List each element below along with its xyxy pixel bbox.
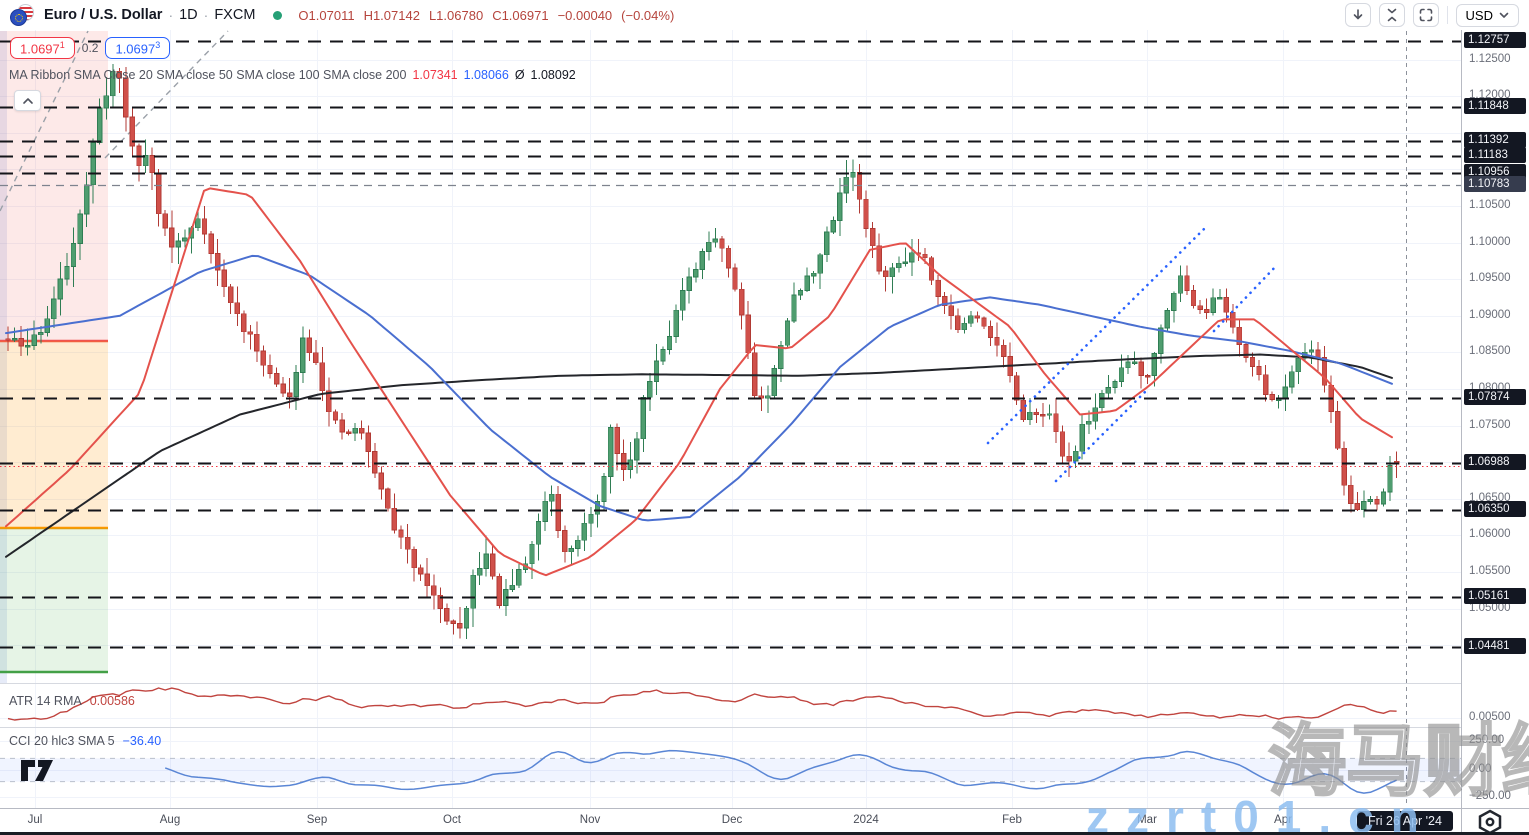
price-axis-badge: 1.06350 xyxy=(1464,501,1526,517)
bid-ask-widget: 1.06971 0.2 1.06973 xyxy=(10,37,171,60)
buy-button[interactable]: 1.06973 xyxy=(105,37,171,60)
cci-axis-label: 0.00 xyxy=(1469,763,1492,775)
atr-axis-label: 0.00500 xyxy=(1469,711,1511,723)
cci-line xyxy=(164,749,1397,794)
separator-dot: · xyxy=(168,7,174,23)
currency-label: USD xyxy=(1465,7,1493,23)
currency-dropdown[interactable]: USD xyxy=(1455,3,1519,27)
chart-header: Euro / U.S. Dollar · 1D · FXCM O1.07011 … xyxy=(0,0,1529,30)
price-axis-label: 1.09000 xyxy=(1469,309,1511,321)
ma-slow-value: 1.08066 xyxy=(463,68,509,82)
close-value: C1.06971 xyxy=(492,7,549,23)
low-value: L1.06780 xyxy=(428,7,484,23)
time-axis-month-label: Apr xyxy=(1274,814,1292,826)
levels-layer xyxy=(0,40,1461,649)
date-badge: Fri 26 Apr '24 xyxy=(1357,811,1453,831)
time-axis-month-label: 2024 xyxy=(853,814,879,826)
time-axis-month-label: Dec xyxy=(721,814,743,826)
header-divider xyxy=(1446,6,1448,24)
zones-layer xyxy=(0,31,108,683)
collapse-rows-button[interactable] xyxy=(1378,3,1405,27)
price-axis-badge: 1.10783 xyxy=(1464,176,1526,192)
price-axis-badge: 1.12757 xyxy=(1464,32,1526,48)
axis-corner[interactable] xyxy=(1461,808,1529,835)
ma-avg-value: 1.08092 xyxy=(530,68,576,82)
tradingview-logo-icon[interactable] xyxy=(18,756,56,789)
gray-diagonal-trendlines xyxy=(0,30,229,212)
ma-ribbon-label: MA Ribbon SMA Close 20 SMA close 50 SMA … xyxy=(9,68,407,82)
ma-ribbon-legend[interactable]: MA Ribbon SMA Close 20 SMA close 50 SMA … xyxy=(9,68,576,82)
price-axis-badge: 1.11848 xyxy=(1464,98,1526,114)
sma-100-line xyxy=(5,254,1393,522)
fullscreen-icon xyxy=(1419,8,1432,22)
cci-legend[interactable]: CCI 20 hlc3 SMA 5 −36.40 xyxy=(9,734,161,748)
time-axis-month-label: Nov xyxy=(579,814,601,826)
cci-axis-label: 250.00 xyxy=(1469,734,1505,746)
price-axis-badge: 1.11392 xyxy=(1464,132,1526,148)
spread-value: 0.2 xyxy=(81,41,99,56)
atr-line xyxy=(7,687,1397,721)
candles-layer xyxy=(5,64,1400,639)
price-axis[interactable]: 1.12500 1.12000 1.10500 1.10000 1.09500 1.090… xyxy=(1461,0,1529,808)
scroll-to-recent-button[interactable] xyxy=(1344,3,1371,27)
change-percent: (−0.04%) xyxy=(621,7,675,23)
sma-20-line xyxy=(5,187,1393,577)
exchange-label[interactable]: FXCM xyxy=(214,7,256,23)
main-chart[interactable] xyxy=(0,0,1461,808)
down-arrow-icon xyxy=(1353,9,1362,20)
ma-avg-symbol: Ø xyxy=(514,68,525,82)
price-axis-label: 1.05500 xyxy=(1469,565,1511,577)
time-axis-month-label: Oct xyxy=(443,814,461,826)
price-axis-label: 1.06000 xyxy=(1469,528,1511,540)
atr-value: 0.00586 xyxy=(89,694,135,708)
price-axis-label: 1.05000 xyxy=(1469,602,1511,614)
indicator-panes xyxy=(0,683,1461,794)
atr-label: ATR 14 RMA xyxy=(9,694,82,708)
high-value: H1.07142 xyxy=(363,7,420,23)
symbol-title[interactable]: Euro / U.S. Dollar xyxy=(44,7,163,23)
symbol-flag-icon xyxy=(10,4,36,26)
separator-dot: · xyxy=(203,7,209,23)
collapse-vertical-icon xyxy=(1387,8,1396,22)
chevron-down-icon xyxy=(1499,12,1509,18)
ohlc-readout: O1.07011 H1.07142 L1.06780 C1.06971 −0.0… xyxy=(298,8,674,23)
cci-axis-label: −250.00 xyxy=(1469,790,1511,802)
price-axis-badge: 1.11183 xyxy=(1464,147,1526,163)
price-axis-label: 1.07500 xyxy=(1469,419,1511,431)
window-bottom-edge xyxy=(0,832,1529,835)
collapse-panel-button[interactable] xyxy=(14,90,41,111)
current-markers xyxy=(0,31,1461,806)
price-axis-badge: 1.04481 xyxy=(1464,638,1526,654)
market-status-icon xyxy=(273,10,283,20)
price-axis-badge: 1.05161 xyxy=(1464,588,1526,604)
price-axis-label: 1.10500 xyxy=(1469,199,1511,211)
price-axis-label: 1.10000 xyxy=(1469,236,1511,248)
chevron-up-icon xyxy=(22,97,33,104)
price-axis-label: 1.09500 xyxy=(1469,272,1511,284)
price-axis-label: 1.08500 xyxy=(1469,345,1511,357)
price-axis-badge: 1.07874 xyxy=(1464,389,1526,405)
grid-layer xyxy=(0,30,1461,808)
time-axis-month-label: Sep xyxy=(306,814,328,826)
time-axis-month-label: Mar xyxy=(1137,814,1157,826)
cci-value: −36.40 xyxy=(122,734,162,748)
change-value: −0.00040 xyxy=(557,7,613,23)
price-axis-label: 1.12500 xyxy=(1469,53,1511,65)
time-axis-month-label: Jul xyxy=(27,814,43,826)
ma-fast-value: 1.07341 xyxy=(412,68,458,82)
time-axis-month-label: Aug xyxy=(159,814,181,826)
sell-button[interactable]: 1.06971 xyxy=(10,37,75,60)
timeframe-button[interactable]: 1D xyxy=(179,7,198,23)
blue-dotted-trendlines xyxy=(986,227,1279,483)
time-axis-month-label: Feb xyxy=(1002,814,1022,826)
sma-200-line xyxy=(5,353,1393,558)
time-axis[interactable]: Fri 26 Apr '24 Jul Aug Sep Oct Nov Dec 2024 Feb… xyxy=(0,808,1461,833)
open-value: O1.07011 xyxy=(298,7,355,23)
price-axis-badge: 1.06988 xyxy=(1464,454,1526,470)
cci-label: CCI 20 hlc3 SMA 5 xyxy=(9,734,115,748)
atr-legend[interactable]: ATR 14 RMA 0.00586 xyxy=(9,694,135,708)
fullscreen-button[interactable] xyxy=(1412,3,1439,27)
